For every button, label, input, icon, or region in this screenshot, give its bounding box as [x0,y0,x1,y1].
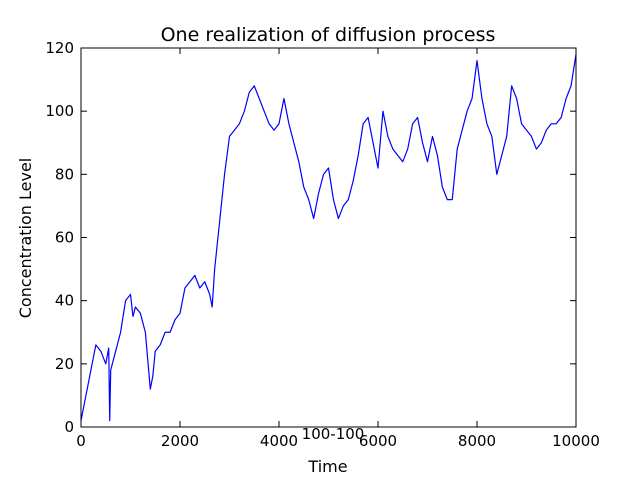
y-axis-label: Concentration Level [16,158,35,319]
y-tick-label: 60 [55,229,74,247]
plot-area [80,54,577,422]
series-line-0 [80,54,577,422]
x-axis-label: Time [307,457,347,476]
y-tick-label: 100 [45,102,74,120]
axes: 0 2000 4000 6000 8000 10000 0 20 40 60 80 100 120 [45,39,600,450]
x-tick-label: 4000 [260,432,298,450]
chart-title: One realization of diffusion process [161,24,496,46]
y-tick-label: 0 [64,418,74,436]
y-tick-label: 120 [45,39,74,57]
y-tick-label: 40 [55,292,74,310]
y-tick-label: 80 [55,165,74,183]
x-tick-label: 6000 [359,432,397,450]
x-tick-label: 10000 [552,432,600,450]
y-tick-label: 20 [55,355,74,373]
x-tick-label: 2000 [161,432,199,450]
x-tick-label: 0 [76,432,86,450]
x-tick-label: 8000 [458,432,496,450]
offset-annotation: 100-100 [302,425,365,443]
